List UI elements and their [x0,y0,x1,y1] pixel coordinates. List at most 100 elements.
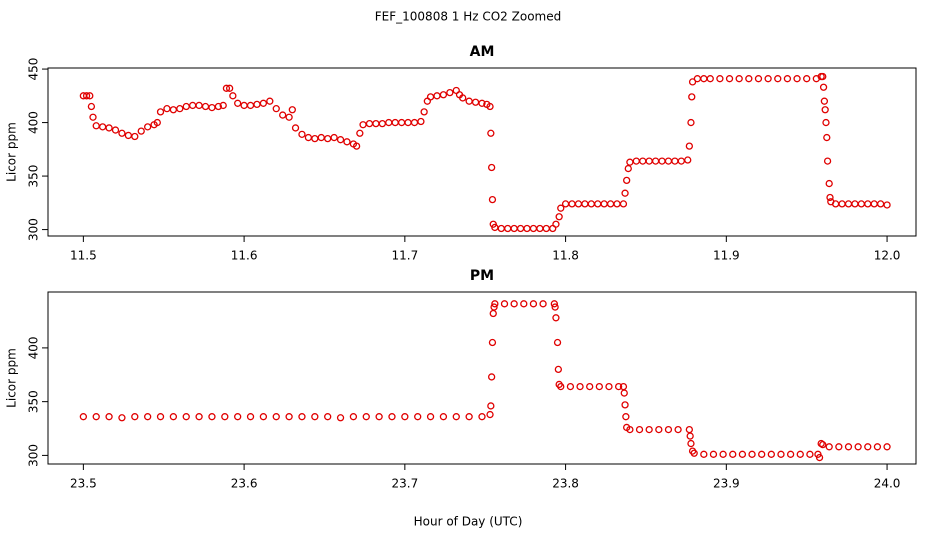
data-point [219,101,227,110]
data-point [758,450,766,458]
data-point [767,450,775,458]
data-point [439,413,448,421]
data-point [420,108,428,116]
data-point [688,78,697,86]
data-point [229,92,237,100]
data-point [266,97,274,105]
data-point [819,72,827,81]
data-point [550,300,558,308]
data-point [586,382,594,391]
data-point [439,91,448,99]
data-point [557,382,565,391]
data-point [777,450,785,458]
data-point [823,133,831,142]
data-point [622,413,630,421]
data-point [864,443,872,451]
y-tick-label: 350 [27,390,41,413]
data-point [298,130,306,138]
figure-title: FEF_100808 1 Hz CO2 Zoomed [375,10,561,24]
data-point [153,118,161,127]
data-point [298,413,306,421]
data-point [674,425,682,434]
data-point [336,136,345,144]
data-point [488,338,497,347]
data-point [687,439,695,448]
data-point [725,75,734,83]
data-point [793,75,801,83]
data-point [620,389,628,397]
data-point [311,413,319,421]
data-point [487,373,496,381]
data-point [490,303,498,311]
x-tick-label: 11.7 [391,249,418,263]
data-point [553,338,562,347]
data-point [414,413,422,421]
data-point [118,414,126,422]
data-point [873,443,882,451]
x-tick-label: 23.8 [552,477,579,491]
data-point [221,413,229,421]
data-point [738,450,747,458]
data-point [796,450,804,458]
data-point [687,118,695,127]
x-tick-label: 11.6 [231,249,258,263]
data-point [401,413,409,421]
data-point [621,189,629,197]
data-point [214,102,223,111]
y-tick-label: 450 [27,58,41,81]
data-point [87,102,96,111]
data-point [488,195,497,204]
data-point [285,113,293,121]
data-point [621,401,629,409]
x-axis-label: Hour of Day (UTC) [414,515,523,529]
data-point [576,382,584,391]
data-point [417,117,425,126]
data-point [624,164,632,173]
data-point [552,314,560,322]
data-point [783,75,792,83]
data-point [745,75,753,83]
data-point [279,111,287,119]
data-point [595,382,603,391]
x-tick-label: 23.6 [231,477,258,491]
data-point [246,413,255,421]
data-point [272,105,280,113]
data-point [520,300,528,308]
x-tick-label: 23.7 [391,477,418,491]
data-point [686,432,694,440]
data-point [664,425,673,434]
data-point [131,413,139,421]
x-tick-label: 23.9 [713,477,740,491]
data-point [459,94,467,102]
data-point [605,382,613,391]
data-point [821,106,829,114]
data-point [854,443,862,451]
data-point [176,105,184,113]
y-axis-label: Licor ppm [5,348,19,408]
y-tick-label: 400 [27,336,41,359]
data-point [487,163,496,172]
data-point [375,413,383,421]
x-tick-label: 23.5 [70,477,97,491]
data-point [826,193,834,202]
y-tick-label: 300 [27,218,41,241]
data-point [825,443,833,451]
data-point [529,300,538,308]
data-point [324,413,332,421]
data-point [195,413,203,421]
x-tick-label: 24.0 [874,477,901,491]
data-point [144,123,152,131]
plot-frame [47,291,917,465]
panel-title: PM [470,268,494,284]
data-point [82,92,91,100]
data-point [539,300,547,308]
data-point [635,425,644,434]
data-point [118,129,126,137]
data-point [700,450,708,458]
data-point [486,102,494,111]
data-point [137,127,145,135]
x-tick-label: 11.8 [552,249,579,263]
data-point [883,443,891,451]
